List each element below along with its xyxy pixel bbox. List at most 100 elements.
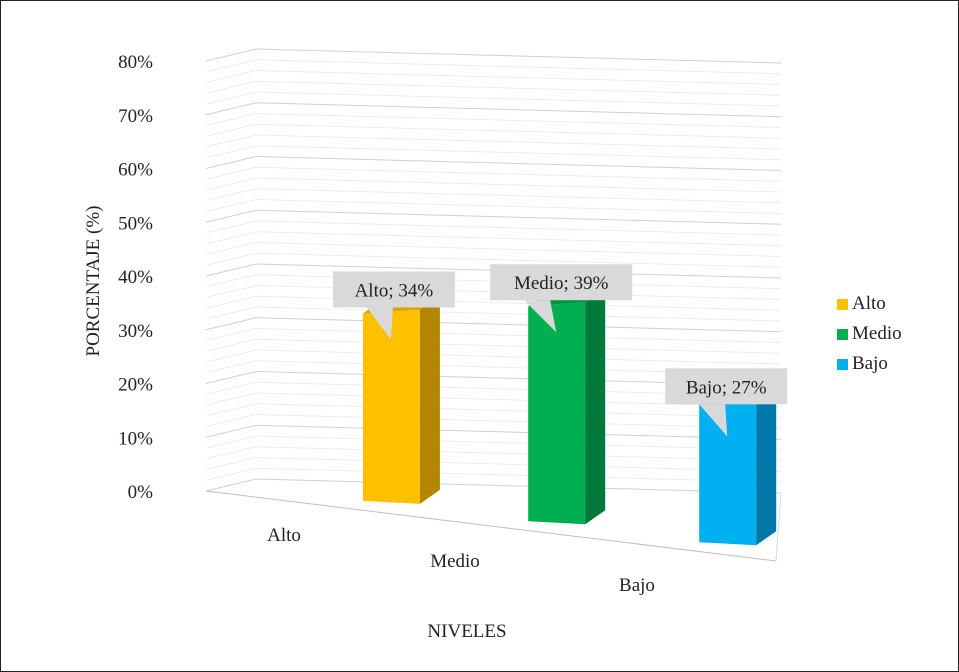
legend-swatch-medio — [837, 328, 848, 340]
gridline-back-major — [255, 156, 782, 171]
y-tick-label: 60% — [118, 160, 153, 181]
gridline-side-major — [205, 424, 257, 438]
gridline-side-minor — [205, 80, 257, 94]
gridline-back-minor — [255, 435, 782, 451]
gridline-back-minor — [255, 113, 782, 128]
bar-front-bajo — [699, 389, 757, 546]
gridline-back-minor — [255, 467, 782, 483]
gridline-side-minor — [205, 166, 257, 180]
legend-label-alto: Alto — [852, 293, 886, 314]
gridline-back-minor — [255, 306, 782, 322]
gridline-side-minor — [205, 414, 257, 427]
data-label-box-bajo — [665, 368, 788, 405]
gridline-back-minor — [255, 220, 782, 236]
gridline-side-minor — [205, 199, 257, 212]
data-label-bajo: Bajo; 27% — [665, 368, 788, 437]
gridline-side-minor — [205, 285, 257, 298]
gridline-back-minor — [255, 403, 782, 419]
gridline-side-minor — [205, 113, 257, 126]
gridline-back-minor — [255, 166, 782, 182]
x-tick-label-alto: Alto — [267, 525, 301, 546]
y-tick-label: 70% — [118, 106, 153, 127]
gridline-back-major — [255, 102, 782, 118]
legend-item-alto: Alto — [837, 289, 902, 319]
y-tick-label: 40% — [118, 267, 153, 288]
legend-swatch-bajo — [837, 358, 848, 370]
gridline-side-minor — [205, 145, 257, 159]
data-label-alto: Alto; 34% — [332, 271, 455, 340]
gridline-side-minor — [205, 403, 257, 417]
data-label-pointer-bajo — [699, 404, 728, 437]
gridline-side-minor — [205, 188, 257, 202]
gridline-back-minor — [255, 414, 782, 429]
legend: Alto Medio Bajo — [837, 289, 902, 379]
bar-alto — [362, 295, 440, 504]
gridline-side-minor — [205, 242, 257, 255]
gridline-back-minor — [255, 457, 782, 472]
data-label-text-medio: Medio; 39% — [514, 273, 609, 294]
data-label-box-alto — [332, 271, 455, 308]
gridline-side-minor — [205, 349, 257, 363]
bar-front-alto — [362, 309, 420, 504]
legend-swatch-alto — [837, 298, 848, 310]
gridline-back-minor — [255, 188, 782, 204]
gridline-back-major — [255, 209, 782, 225]
gridline-side-minor — [205, 381, 257, 395]
gridline-side-minor — [205, 252, 257, 266]
bar-medio — [528, 288, 606, 525]
gridline-back-minor — [255, 392, 782, 408]
gridline-back-minor — [255, 328, 782, 343]
gridline-side-minor — [205, 435, 257, 449]
gridline-side-major — [205, 102, 257, 116]
gridline-side-minor — [205, 295, 257, 309]
bar-side-medio — [585, 288, 606, 525]
axis-layer: 0% 10% 20% 30% 40% 50% 60% 70% 80% PORCENTAJE (%)… — [83, 52, 782, 642]
legend-label-bajo: Bajo — [852, 353, 888, 374]
x-tick-label-bajo: Bajo — [619, 575, 655, 596]
gridline-back-minor — [255, 338, 782, 354]
legend-item-medio: Medio — [837, 319, 902, 349]
gridline-side-major — [205, 156, 257, 169]
gridline-back-minor — [255, 199, 782, 214]
gridline-side-minor — [205, 306, 257, 320]
gridline-side-major — [205, 478, 257, 492]
gridline-side-minor — [205, 360, 257, 374]
data-label-box-medio — [490, 264, 633, 301]
gridline-side-minor — [205, 274, 257, 288]
bar-front-medio — [528, 302, 586, 525]
gridline-back-minor — [255, 123, 782, 139]
x-axis-title: NIVELES — [427, 621, 506, 642]
x-tick-label-medio: Medio — [430, 551, 480, 572]
gridline-side-minor — [205, 70, 257, 83]
y-tick-label: 20% — [118, 375, 153, 396]
y-tick-label: 0% — [128, 482, 154, 503]
gridline-back-major — [255, 424, 782, 440]
gridline-side-minor — [205, 467, 257, 481]
gridline-side-major — [205, 317, 257, 331]
gridline-back-minor — [255, 177, 782, 193]
data-label-medio: Medio; 39% — [490, 264, 633, 333]
gridline-back-minor — [255, 59, 782, 75]
data-label-text-bajo: Bajo; 27% — [686, 377, 767, 398]
gridline-side-minor — [205, 446, 257, 460]
y-tick-label: 10% — [118, 428, 153, 449]
floor-right-edge — [775, 492, 782, 562]
gridline-back-major — [255, 478, 782, 494]
legend-label-medio: Medio — [852, 323, 902, 344]
grid-layer — [205, 48, 782, 494]
gridline-side-minor — [205, 328, 257, 341]
gridline-back-major — [255, 48, 782, 64]
gridline-side-minor — [205, 392, 257, 406]
gridline-side-minor — [205, 134, 257, 148]
gridline-back-minor — [255, 145, 782, 161]
gridline-back-minor — [255, 134, 782, 150]
bar-side-alto — [419, 295, 440, 504]
bar-side-bajo — [756, 375, 777, 546]
gridline-back-minor — [255, 70, 782, 85]
y-tick-label: 50% — [118, 213, 153, 234]
gridline-back-minor — [255, 349, 782, 365]
legend-item-bajo: Bajo — [837, 349, 902, 379]
y-tick-label: 80% — [118, 52, 153, 73]
labels-layer: Alto; 34% Medio; 39% Bajo; 27% — [332, 264, 788, 437]
